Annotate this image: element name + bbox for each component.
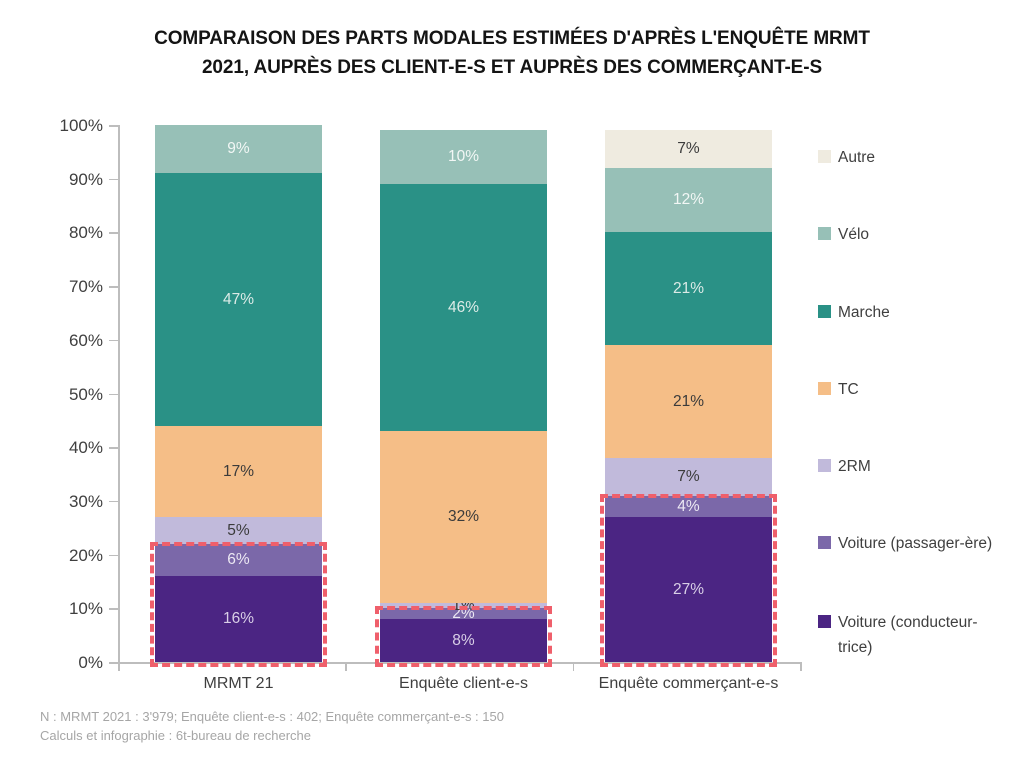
footnote-sample-sizes: N : MRMT 2021 : 3'979; Enquête client-e-… — [40, 709, 504, 724]
y-axis-tick-label: 70% — [68, 277, 103, 297]
legend-label: Voiture (conducteur-trice) — [838, 614, 978, 656]
legend-item: Voiture (passager-ère) — [818, 531, 1010, 556]
bar-segment: 12% — [605, 167, 772, 233]
bar-segment-label: 7% — [677, 467, 700, 485]
y-axis-tick — [109, 608, 118, 610]
y-axis-tick — [109, 125, 118, 127]
bar-segment-label: 10% — [447, 148, 480, 166]
legend-item: Voiture (conducteur-trice) — [818, 610, 1010, 660]
y-axis-tick — [109, 447, 118, 449]
bar-segment: 32% — [380, 431, 547, 603]
chart-title-line2: 2021, AUPRÈS DES CLIENT-E-S ET AUPRÈS DE… — [201, 57, 823, 78]
legend-swatch — [818, 459, 831, 472]
y-axis-tick-label: 60% — [68, 330, 103, 350]
bar-segment-label: 7% — [677, 140, 700, 158]
bar-segment: 5% — [155, 517, 322, 544]
legend-swatch — [818, 536, 831, 549]
bar-segment: 21% — [605, 232, 772, 346]
y-axis-tick — [109, 286, 118, 288]
bar-segment: 17% — [155, 425, 322, 517]
legend-label: 2RM — [838, 458, 871, 475]
legend-item: 2RM — [818, 454, 1010, 479]
y-axis-tick — [109, 393, 118, 395]
bar-segment-label: 16% — [222, 610, 255, 628]
footnote: N : MRMT 2021 : 3'979; Enquête client-e-… — [40, 707, 504, 745]
bar-segment-label: 21% — [672, 280, 705, 298]
x-axis-tick — [345, 662, 347, 671]
bar-segment: 7% — [605, 457, 772, 496]
y-axis-tick-label: 90% — [68, 169, 103, 189]
footnote-credit: Calculs et infographie : 6t-bureau de re… — [40, 728, 311, 743]
legend-label: Autre — [838, 149, 876, 166]
x-axis-category-label: Enquête commerçant-e-s — [598, 675, 779, 692]
legend-swatch — [818, 227, 831, 240]
bar-segment: 9% — [155, 125, 322, 174]
x-axis-tick — [118, 662, 120, 671]
y-axis-tick-label: 40% — [68, 438, 103, 458]
bar-segment-label: 12% — [672, 191, 705, 209]
x-axis-tick — [800, 662, 802, 671]
legend-item: TC — [818, 377, 1010, 402]
bar-segment: 4% — [605, 495, 772, 517]
x-axis-category-label: MRMT 21 — [203, 675, 274, 692]
bar-segment: 1% — [380, 598, 547, 613]
x-axis-category-label: Enquête client-e-s — [399, 675, 528, 692]
y-axis-tick-label: 80% — [68, 223, 103, 243]
y-axis-tick — [109, 339, 118, 342]
y-axis-line — [118, 125, 120, 663]
x-axis-tick — [572, 662, 575, 671]
bar-segment: 16% — [155, 576, 322, 662]
chart-title-line1: COMPARAISON DES PARTS MODALES ESTIMÉES D… — [154, 28, 870, 49]
bar-segment-label: 47% — [222, 290, 255, 308]
legend-label: Vélo — [838, 226, 870, 243]
bar-segment: 21% — [605, 345, 772, 458]
bar-segment: 6% — [155, 543, 322, 577]
bar-segment: 27% — [605, 517, 772, 662]
y-axis-tick — [109, 500, 118, 503]
y-axis-tick-label: 50% — [68, 384, 103, 404]
legend-item: Autre — [818, 145, 1010, 170]
legend-swatch — [818, 305, 831, 318]
legend-label: Marche — [838, 304, 890, 321]
legend-label: TC — [838, 381, 859, 398]
bar-segment-label: 5% — [227, 521, 250, 539]
y-axis-tick-label: 30% — [68, 491, 103, 511]
x-axis-line — [118, 662, 800, 664]
y-axis-tick — [109, 554, 118, 557]
y-axis-tick-label: 100% — [59, 116, 103, 135]
bar-segment-label: 21% — [672, 392, 705, 410]
legend-label: Voiture (passager-ère) — [838, 535, 993, 552]
y-axis-tick-label: 10% — [68, 599, 103, 619]
y-axis-tick — [109, 662, 118, 664]
bar-segment-label: 17% — [222, 462, 255, 480]
y-axis-tick-label: 20% — [68, 545, 103, 565]
legend-swatch — [818, 615, 831, 628]
bar-segment: 10% — [380, 130, 547, 185]
legend-swatch — [818, 150, 831, 163]
chart-title: COMPARAISON DES PARTS MODALES ESTIMÉES D… — [0, 24, 1024, 82]
bar-segment-label: 8% — [452, 631, 475, 649]
bar-segment-label: 46% — [447, 298, 480, 316]
y-axis-tick-label: 0% — [78, 653, 103, 672]
bar-segment-label: 9% — [227, 140, 250, 158]
bar-segment-label: 6% — [227, 551, 250, 569]
bar-segment: 7% — [605, 130, 772, 168]
y-axis-tick — [109, 232, 118, 234]
bar-segment-label: 27% — [672, 580, 705, 598]
legend-item: Vélo — [818, 222, 1010, 247]
bar-segment: 46% — [380, 184, 547, 432]
bar-segment: 8% — [380, 619, 547, 662]
y-axis-tick — [109, 178, 118, 181]
legend-item: Marche — [818, 300, 1010, 325]
bar-segment-label: 4% — [677, 497, 700, 515]
bar-segment: 47% — [155, 173, 322, 426]
legend-swatch — [818, 382, 831, 395]
bar-segment-label: 32% — [447, 508, 480, 526]
